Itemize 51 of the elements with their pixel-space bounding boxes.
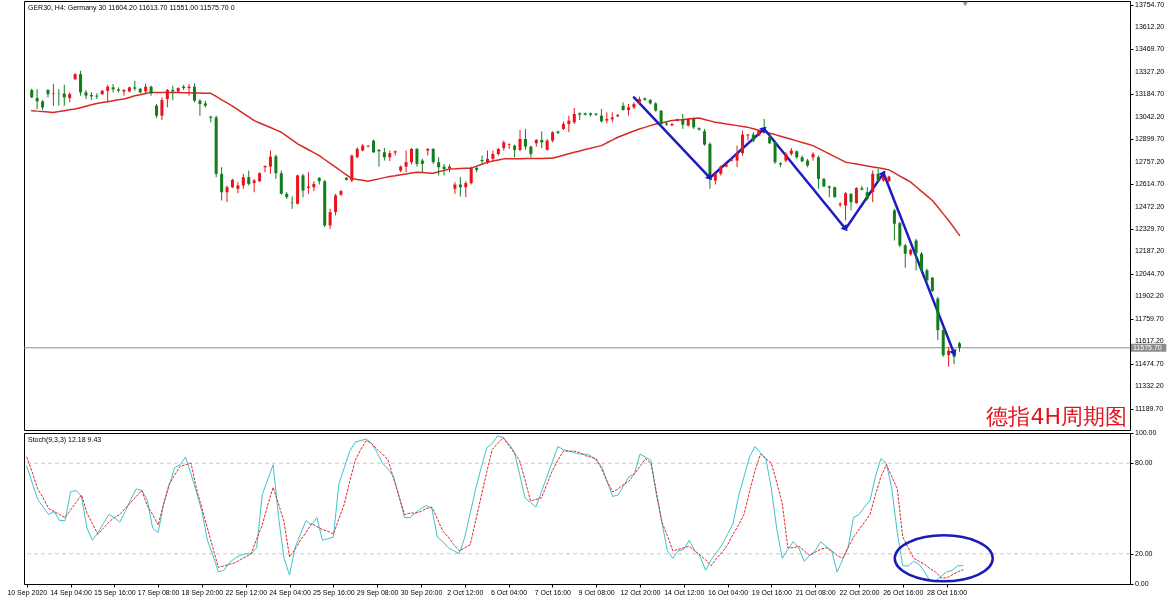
candlestick <box>328 208 332 230</box>
candlestick <box>914 238 918 271</box>
candlestick <box>453 181 457 195</box>
candlestick <box>849 192 853 211</box>
candlestick <box>746 133 750 142</box>
candlestick <box>898 221 902 248</box>
candlestick <box>844 191 848 221</box>
candlestick <box>46 88 50 98</box>
candlestick <box>523 128 527 151</box>
candlestick <box>838 201 842 208</box>
candlestick <box>773 140 777 165</box>
candlestick <box>84 89 88 100</box>
candlestick <box>404 150 408 173</box>
candlestick <box>225 184 229 203</box>
annotation: 德指4H周期图 <box>986 404 1127 429</box>
candlestick <box>735 145 739 168</box>
candlestick <box>892 208 896 241</box>
candlestick <box>198 98 202 117</box>
candlestick <box>274 154 278 180</box>
candlestick <box>621 101 625 112</box>
candlestick <box>301 173 305 198</box>
candlestick <box>51 83 55 107</box>
candlestick <box>415 147 419 168</box>
candlestick <box>697 126 701 132</box>
candlestick <box>567 115 571 133</box>
candlestick <box>334 193 338 216</box>
candlestick <box>279 170 283 196</box>
candlestick <box>62 84 66 107</box>
candlestick <box>160 96 164 121</box>
candlestick <box>920 251 924 273</box>
candlestick <box>816 155 820 190</box>
candlestick <box>35 88 39 110</box>
candlestick <box>871 170 875 203</box>
candlestick <box>518 129 522 152</box>
candlestick <box>437 156 441 177</box>
candlestick <box>811 151 815 162</box>
candlestick <box>79 70 83 97</box>
candlestick <box>312 180 316 192</box>
candlestick <box>236 181 240 194</box>
candlestick <box>860 185 864 192</box>
candlestick <box>876 168 880 182</box>
candlestick <box>947 346 951 368</box>
candlestick <box>903 243 907 269</box>
candlestick <box>111 83 115 93</box>
candlestick <box>192 82 196 103</box>
candlestick <box>220 166 224 201</box>
candlestick <box>268 150 272 175</box>
candlestick <box>740 130 744 157</box>
candlestick <box>165 88 169 108</box>
candlestick <box>632 101 636 110</box>
candlestick <box>491 150 495 162</box>
